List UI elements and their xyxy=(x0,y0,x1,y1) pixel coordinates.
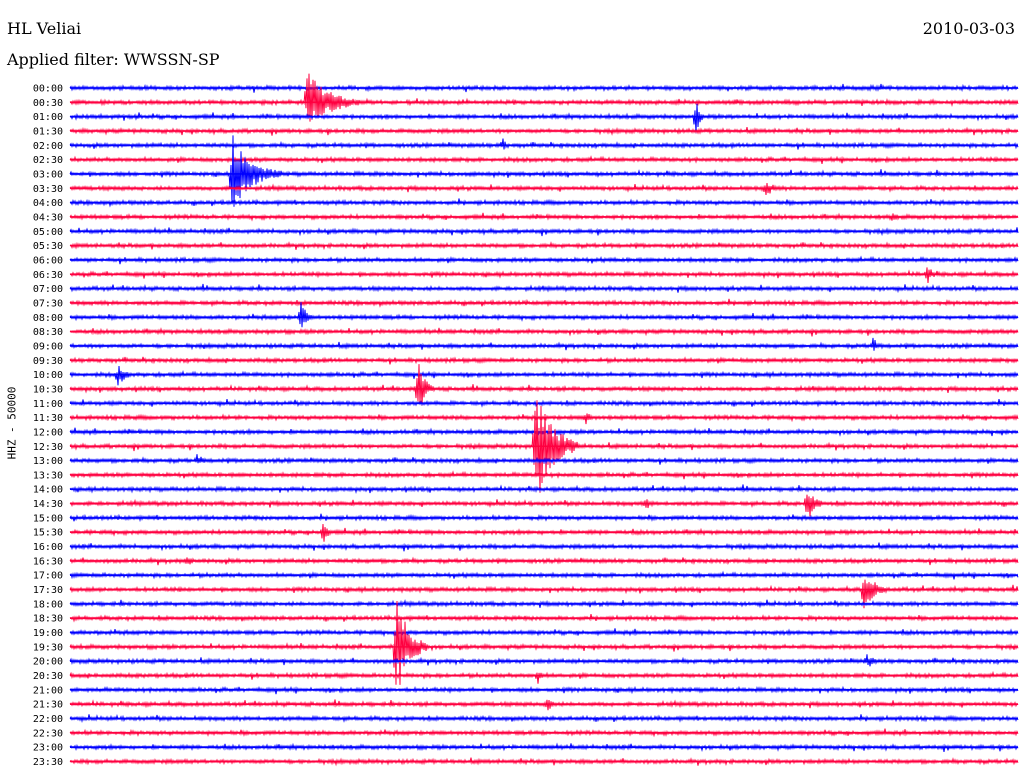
row-time-label: 18:00 xyxy=(33,599,63,610)
row-time-label: 09:30 xyxy=(33,356,63,367)
trace-row xyxy=(69,579,1019,609)
trace-row xyxy=(69,600,1019,685)
trace-row xyxy=(69,523,1019,542)
row-time-label: 07:00 xyxy=(33,284,63,295)
row-time-label: 19:00 xyxy=(33,628,63,639)
trace-row xyxy=(69,267,1019,284)
row-time-label: 23:30 xyxy=(33,757,63,768)
trace-row xyxy=(69,183,1019,196)
trace-row xyxy=(69,198,1019,208)
trace-row xyxy=(69,670,1019,684)
trace-row xyxy=(69,212,1019,222)
time-labels-layer: 00:00 00:30 01:00 01:30 02:00 02:30 03:00 03:30… xyxy=(33,84,63,769)
row-time-label: 21:00 xyxy=(33,685,63,696)
row-time-label: 15:00 xyxy=(33,513,63,524)
trace-row xyxy=(69,364,1019,406)
trace-row xyxy=(69,713,1019,724)
trace-row xyxy=(69,356,1019,365)
row-time-label: 22:30 xyxy=(33,728,63,739)
row-time-label: 16:00 xyxy=(33,542,63,553)
trace-row xyxy=(69,298,1019,308)
trace-row xyxy=(69,556,1019,566)
row-time-label: 20:30 xyxy=(33,671,63,682)
row-time-label: 03:30 xyxy=(33,184,63,195)
row-time-label: 23:00 xyxy=(33,743,63,754)
row-time-label: 00:00 xyxy=(33,84,63,95)
row-time-label: 11:30 xyxy=(33,413,63,424)
row-time-label: 13:00 xyxy=(33,456,63,467)
row-time-label: 01:00 xyxy=(33,112,63,123)
row-time-label: 08:30 xyxy=(33,327,63,338)
row-time-label: 08:00 xyxy=(33,313,63,324)
row-time-label: 06:00 xyxy=(33,255,63,266)
row-time-label: 18:30 xyxy=(33,614,63,625)
row-time-label: 10:00 xyxy=(33,370,63,381)
trace-row xyxy=(69,103,1019,134)
trace-row xyxy=(69,413,1019,425)
trace-row xyxy=(69,337,1019,351)
row-time-label: 19:30 xyxy=(33,642,63,653)
row-time-label: 03:00 xyxy=(33,169,63,180)
row-time-label: 09:00 xyxy=(33,341,63,352)
trace-row xyxy=(69,599,1019,609)
date-label: 2010-03-03 xyxy=(922,19,1015,38)
row-time-label: 04:00 xyxy=(33,198,63,209)
trace-row xyxy=(69,699,1019,711)
station-title: HL Veliai xyxy=(7,19,82,38)
row-time-label: 16:30 xyxy=(33,556,63,567)
trace-row xyxy=(69,628,1019,638)
row-time-label: 15:30 xyxy=(33,528,63,539)
row-time-label: 02:30 xyxy=(33,155,63,166)
filter-label: Applied filter: WWSSN-SP xyxy=(7,50,220,69)
row-time-label: 17:00 xyxy=(33,571,63,582)
row-time-label: 06:30 xyxy=(33,270,63,281)
row-time-label: 22:00 xyxy=(33,714,63,725)
trace-row xyxy=(69,494,1019,517)
row-time-label: 01:30 xyxy=(33,126,63,137)
row-time-label: 20:00 xyxy=(33,657,63,668)
row-time-label: 02:00 xyxy=(33,141,63,152)
row-time-label: 05:30 xyxy=(33,241,63,252)
row-time-label: 12:30 xyxy=(33,442,63,453)
trace-row xyxy=(69,365,1019,386)
trace-row xyxy=(69,757,1019,767)
row-time-label: 10:30 xyxy=(33,384,63,395)
row-time-label: 14:30 xyxy=(33,499,63,510)
row-time-label: 14:00 xyxy=(33,485,63,496)
row-time-label: 11:00 xyxy=(33,399,63,410)
row-time-label: 13:30 xyxy=(33,470,63,481)
trace-row xyxy=(69,135,1019,207)
row-time-label: 21:30 xyxy=(33,700,63,711)
trace-row xyxy=(69,138,1019,150)
trace-row xyxy=(69,742,1019,752)
row-time-label: 17:30 xyxy=(33,585,63,596)
trace-row xyxy=(69,398,1019,408)
trace-row xyxy=(69,654,1019,667)
trace-row xyxy=(69,83,1019,93)
row-time-label: 00:30 xyxy=(33,98,63,109)
row-time-label: 04:30 xyxy=(33,212,63,223)
row-time-label: 05:00 xyxy=(33,227,63,238)
row-time-label: 12:00 xyxy=(33,427,63,438)
trace-row xyxy=(69,126,1019,136)
traces-layer xyxy=(69,73,1019,767)
row-time-label: 07:30 xyxy=(33,298,63,309)
